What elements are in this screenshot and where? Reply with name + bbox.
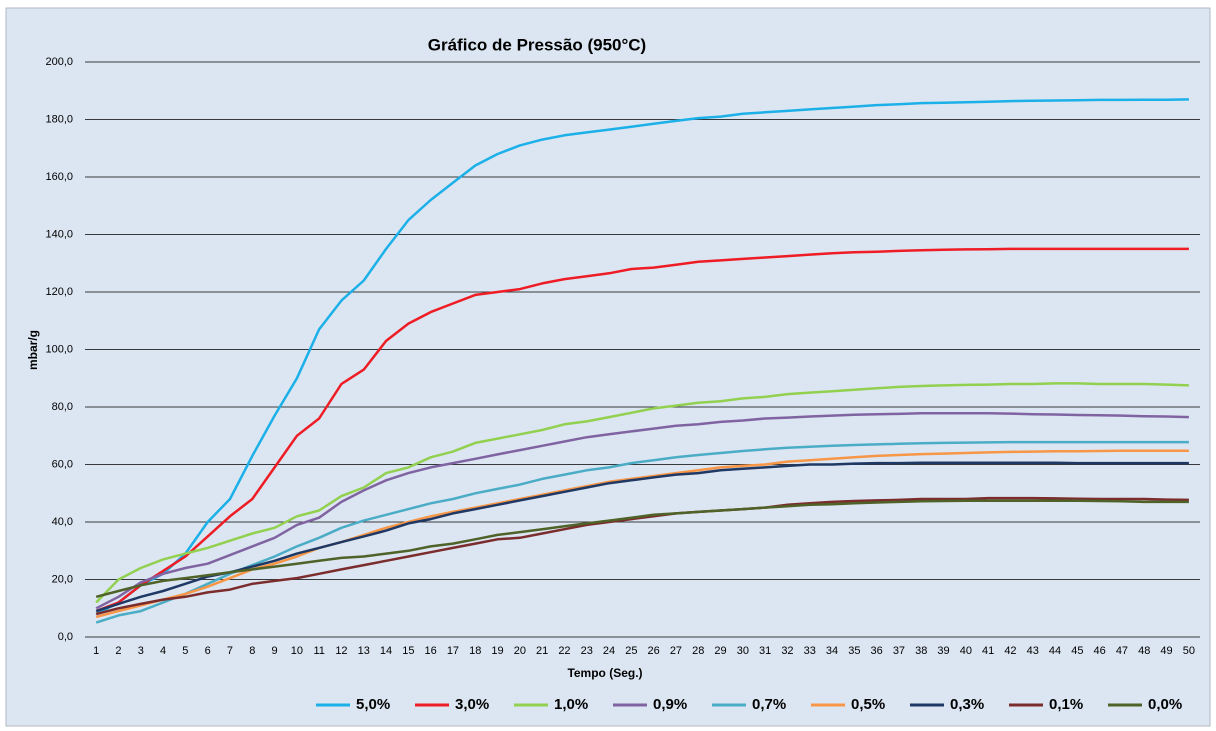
x-tick-label: 31	[759, 645, 771, 657]
legend-label: 0,1%	[1049, 696, 1083, 713]
y-tick-label: 120,0	[45, 286, 73, 298]
x-tick-label: 29	[714, 645, 726, 657]
series-line	[95, 440, 1189, 624]
x-tick-label: 34	[826, 645, 838, 657]
y-tick-label: 20,0	[52, 573, 73, 585]
x-tick-label: 22	[558, 645, 570, 657]
x-tick-label: 13	[358, 645, 370, 657]
series-line	[95, 412, 1189, 610]
x-tick-label: 39	[937, 645, 949, 657]
x-tick-label: 47	[1116, 645, 1128, 657]
x-tick-label: 26	[648, 645, 660, 657]
x-tick-label: 38	[915, 645, 927, 657]
x-tick-label: 25	[625, 645, 637, 657]
x-tick-label: 9	[271, 645, 277, 657]
y-axis-label: mbar/g	[26, 330, 40, 370]
x-tick-label: 15	[402, 645, 414, 657]
x-tick-label: 2	[115, 645, 121, 657]
legend-label: 1,0%	[554, 696, 588, 713]
legend-label: 0,3%	[950, 696, 984, 713]
x-tick-label: 35	[848, 645, 860, 657]
series-line	[95, 449, 1189, 619]
x-tick-label: 36	[871, 645, 883, 657]
x-tick-label: 10	[291, 645, 303, 657]
legend-label: 0,5%	[851, 696, 885, 713]
y-tick-label: 180,0	[45, 113, 73, 125]
x-tick-label: 48	[1138, 645, 1150, 657]
x-tick-label: 44	[1049, 645, 1061, 657]
legend-label: 3,0%	[455, 696, 489, 713]
x-tick-label: 8	[249, 645, 255, 657]
x-axis-label: Tempo (Seg.)	[567, 666, 642, 680]
x-tick-label: 5	[182, 645, 188, 657]
x-tick-label: 12	[335, 645, 347, 657]
x-tick-label: 43	[1027, 645, 1039, 657]
legend-label: 0,7%	[752, 696, 786, 713]
series-line	[95, 247, 1189, 613]
y-tick-label: 140,0	[45, 228, 73, 240]
x-tick-label: 18	[469, 645, 481, 657]
series-line	[95, 461, 1189, 613]
x-tick-label: 3	[138, 645, 144, 657]
y-tick-label: 160,0	[45, 171, 73, 183]
x-tick-label: 32	[781, 645, 793, 657]
x-tick-label: 28	[692, 645, 704, 657]
x-tick-label: 30	[737, 645, 749, 657]
chart-background	[5, 7, 1211, 727]
x-tick-label: 50	[1183, 645, 1195, 657]
x-tick-label: 23	[581, 645, 593, 657]
legend-label: 0,0%	[1148, 696, 1182, 713]
x-tick-label: 4	[160, 645, 166, 657]
x-tick-label: 42	[1004, 645, 1016, 657]
x-tick-label: 40	[960, 645, 972, 657]
y-tick-label: 40,0	[52, 516, 73, 528]
legend-label: 0,9%	[653, 696, 687, 713]
x-tick-label: 16	[425, 645, 437, 657]
series-line	[95, 499, 1189, 599]
x-tick-label: 24	[603, 645, 615, 657]
x-tick-label: 7	[227, 645, 233, 657]
series-line	[95, 98, 1189, 616]
x-tick-label: 17	[447, 645, 459, 657]
series-line	[95, 496, 1189, 616]
y-tick-label: 60,0	[52, 458, 73, 470]
x-tick-label: 27	[670, 645, 682, 657]
y-tick-label: 80,0	[52, 401, 73, 413]
x-tick-label: 46	[1094, 645, 1106, 657]
legend-label: 5,0%	[356, 696, 390, 713]
x-tick-label: 1	[93, 645, 99, 657]
x-tick-label: 19	[491, 645, 503, 657]
x-tick-label: 14	[380, 645, 392, 657]
x-tick-label: 6	[205, 645, 211, 657]
y-tick-label: 200,0	[45, 56, 73, 68]
x-tick-label: 41	[982, 645, 994, 657]
x-tick-label: 37	[893, 645, 905, 657]
y-tick-label: 100,0	[45, 343, 73, 355]
x-tick-label: 20	[514, 645, 526, 657]
x-tick-label: 49	[1160, 645, 1172, 657]
x-tick-label: 33	[804, 645, 816, 657]
y-tick-label: 0,0	[58, 631, 73, 643]
x-tick-label: 45	[1071, 645, 1083, 657]
x-tick-label: 21	[536, 645, 548, 657]
series-line	[95, 382, 1189, 604]
x-tick-label: 11	[313, 645, 324, 657]
chart-title: Gráfico de Pressão (950°C)	[428, 35, 646, 54]
